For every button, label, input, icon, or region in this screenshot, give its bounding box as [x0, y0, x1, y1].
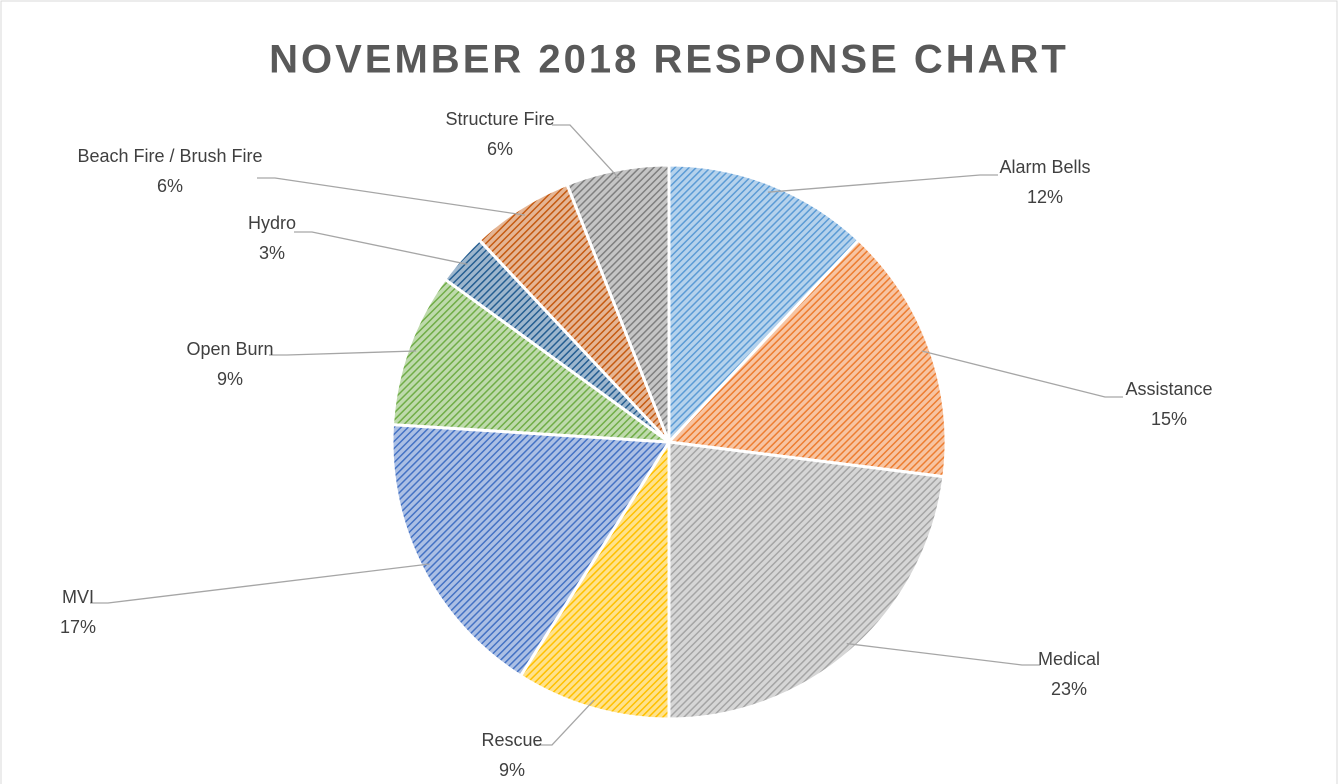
slice-label: Rescue: [481, 730, 542, 750]
slice-label: Assistance: [1125, 379, 1212, 399]
slice-value-label: 9%: [499, 760, 525, 780]
slice-label: Open Burn: [186, 339, 273, 359]
pie-slice: [667, 440, 946, 721]
slice-value-label: 3%: [259, 243, 285, 263]
pie-slice: [390, 423, 672, 678]
slice-value-label: 6%: [487, 139, 513, 159]
pie-slice: [565, 163, 671, 443]
leader-line: [90, 563, 430, 604]
slice-value-label: 15%: [1151, 409, 1187, 429]
pie-slice: [667, 163, 861, 446]
leader-line: [921, 350, 1123, 398]
slice-value-label: 12%: [1027, 187, 1063, 207]
leader-line: [767, 174, 998, 193]
chart-title: NOVEMBER 2018 RESPONSE CHART: [269, 38, 1069, 82]
pie-slice: [518, 436, 671, 721]
slice-label: Medical: [1038, 649, 1100, 669]
slice-value-label: 17%: [60, 617, 96, 637]
slice-value-label: 23%: [1051, 679, 1087, 699]
slice-label: Hydro: [248, 213, 296, 233]
leader-line: [552, 124, 620, 179]
slice-label: MVI: [62, 587, 94, 607]
leader-line: [294, 231, 468, 265]
pie-slice: [665, 237, 948, 479]
pie-slice: [390, 277, 675, 444]
leader-line: [846, 642, 1040, 666]
slice-value-label: 6%: [157, 176, 183, 196]
leader-line: [257, 177, 526, 216]
leader-line: [269, 350, 417, 356]
slice-label: Alarm Bells: [999, 157, 1090, 177]
slice-value-label: 9%: [217, 369, 243, 389]
slice-label: Beach Fire / Brush Fire: [77, 146, 262, 166]
slice-label: Structure Fire: [445, 109, 554, 129]
leader-line: [534, 699, 595, 746]
